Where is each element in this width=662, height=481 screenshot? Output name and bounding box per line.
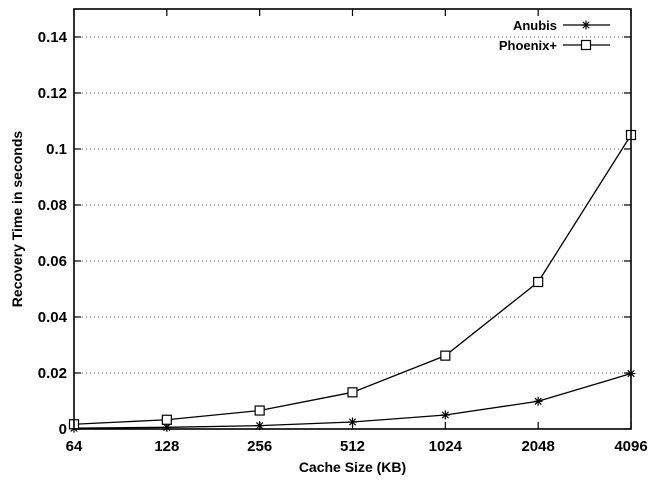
data-point-anubis <box>348 417 357 427</box>
y-tick-label: 0.14 <box>38 29 68 46</box>
plot-frame <box>73 8 632 430</box>
y-tick-label: 0.08 <box>38 197 67 214</box>
x-axis-title: Cache Size (KB) <box>299 459 406 475</box>
data-point-anubis <box>440 410 450 420</box>
y-tick-label: 0.1 <box>46 141 67 158</box>
x-tick-label: 256 <box>247 438 272 455</box>
legend-label-anubis: Anubis <box>513 18 557 33</box>
series-phoenix <box>68 129 637 430</box>
data-point-phoenix <box>347 387 358 398</box>
legend-label-phoenix: Phoenix+ <box>499 38 558 53</box>
x-tick-label: 128 <box>154 438 179 455</box>
data-point-phoenix <box>440 350 451 361</box>
y-tick-label: 0.04 <box>38 309 68 326</box>
x-tick-label: 4096 <box>614 438 647 455</box>
y-tick-labels: 0 0.02 0.04 0.06 0.08 0.1 0.12 0.14 <box>38 29 68 438</box>
x-tick-labels: 64 128 256 512 1024 2048 4096 <box>66 438 648 455</box>
x-tick-label: 2048 <box>521 438 554 455</box>
legend-marker-phoenix <box>580 39 592 51</box>
x-tick-label: 64 <box>66 438 83 455</box>
y-tick-label: 0.02 <box>38 365 67 382</box>
y-tick-label: 0.12 <box>38 85 67 102</box>
y-tick-label: 0.06 <box>38 253 67 270</box>
data-series <box>68 129 637 433</box>
series-line-phoenix <box>73 134 632 425</box>
axis-ticks <box>73 9 632 430</box>
x-tick-label: 1024 <box>429 438 463 455</box>
data-point-anubis <box>533 396 543 406</box>
data-point-phoenix <box>161 414 172 425</box>
legend-marker-anubis <box>581 20 591 30</box>
y-axis-title: Recovery Time in seconds <box>9 131 25 308</box>
data-point-phoenix <box>533 276 544 288</box>
grid-lines <box>74 36 631 374</box>
x-tick-label: 512 <box>340 438 365 455</box>
legend: Anubis Phoenix+ <box>499 18 610 53</box>
data-point-phoenix <box>254 405 265 416</box>
series-anubis <box>69 369 636 433</box>
y-tick-label: 0 <box>59 421 67 438</box>
